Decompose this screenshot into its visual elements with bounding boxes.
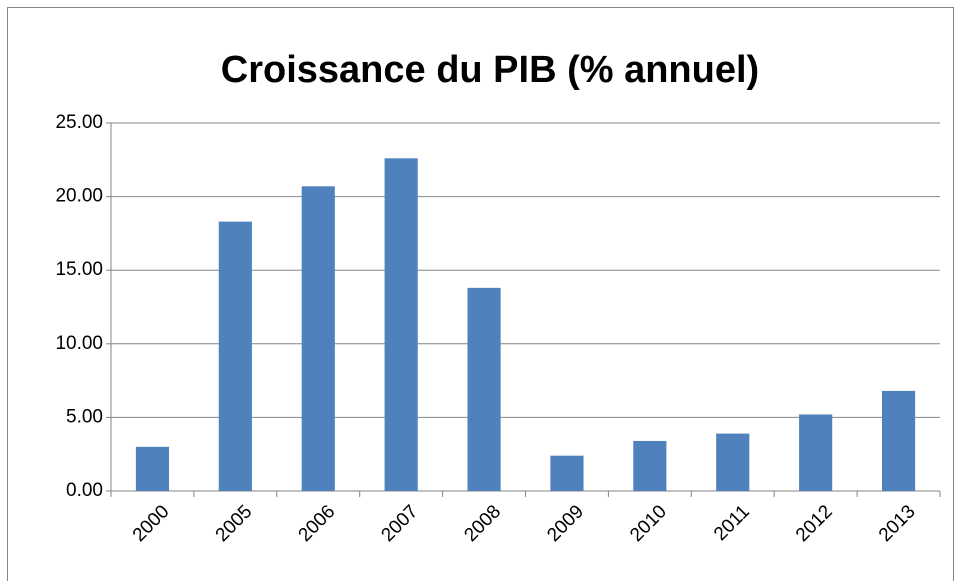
- chart-title: Croissance du PIB (% annuel): [221, 49, 759, 91]
- y-tick-label: 15.00: [55, 259, 103, 280]
- bar: [218, 221, 252, 491]
- bar: [467, 287, 501, 491]
- y-tick-label: 0.00: [66, 480, 103, 501]
- bar: [799, 414, 833, 491]
- bar: [384, 158, 418, 491]
- y-tick-label: 5.00: [66, 406, 103, 427]
- y-tick-label: 20.00: [55, 186, 103, 207]
- bar: [633, 440, 667, 491]
- bar: [881, 390, 916, 491]
- bar: [135, 446, 170, 491]
- bar: [550, 455, 584, 491]
- bar: [301, 186, 335, 491]
- y-tick-label: 10.00: [55, 333, 103, 354]
- bar: [716, 433, 750, 491]
- y-tick-label: 25.00: [55, 112, 103, 133]
